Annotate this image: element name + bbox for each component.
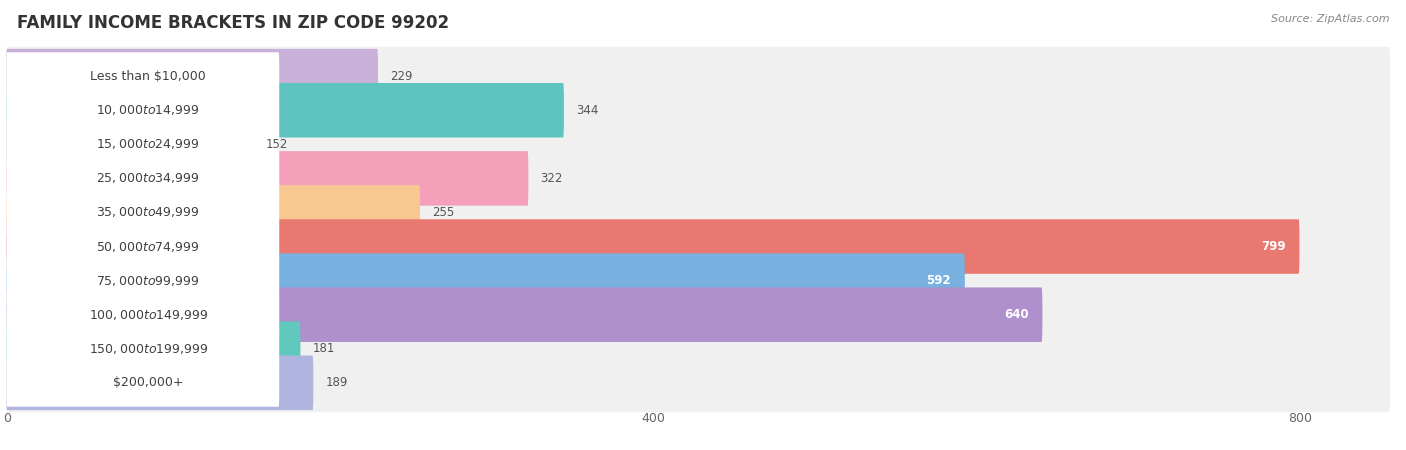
Text: 152: 152: [266, 138, 288, 151]
Text: 592: 592: [927, 274, 950, 287]
FancyBboxPatch shape: [6, 117, 253, 171]
FancyBboxPatch shape: [7, 257, 280, 305]
FancyBboxPatch shape: [6, 285, 1391, 344]
Text: FAMILY INCOME BRACKETS IN ZIP CODE 99202: FAMILY INCOME BRACKETS IN ZIP CODE 99202: [17, 14, 449, 32]
Text: 255: 255: [432, 206, 454, 219]
FancyBboxPatch shape: [6, 83, 564, 138]
FancyBboxPatch shape: [6, 185, 420, 240]
FancyBboxPatch shape: [6, 288, 1042, 342]
Text: 189: 189: [325, 376, 347, 389]
FancyBboxPatch shape: [7, 52, 280, 100]
Text: 799: 799: [1261, 240, 1285, 253]
Text: 322: 322: [540, 172, 562, 185]
Text: $10,000 to $14,999: $10,000 to $14,999: [97, 103, 200, 117]
Text: $200,000+: $200,000+: [112, 376, 184, 389]
Text: 344: 344: [576, 104, 599, 117]
FancyBboxPatch shape: [6, 217, 1391, 276]
FancyBboxPatch shape: [6, 354, 1391, 412]
FancyBboxPatch shape: [7, 291, 280, 338]
Text: Source: ZipAtlas.com: Source: ZipAtlas.com: [1271, 14, 1389, 23]
Text: $15,000 to $24,999: $15,000 to $24,999: [97, 137, 200, 151]
FancyBboxPatch shape: [7, 121, 280, 168]
FancyBboxPatch shape: [6, 47, 1391, 105]
Text: $25,000 to $34,999: $25,000 to $34,999: [97, 171, 200, 185]
Text: $35,000 to $49,999: $35,000 to $49,999: [97, 206, 200, 220]
FancyBboxPatch shape: [6, 149, 1391, 208]
FancyBboxPatch shape: [6, 151, 529, 206]
Text: Less than $10,000: Less than $10,000: [90, 70, 207, 83]
FancyBboxPatch shape: [7, 359, 280, 407]
FancyBboxPatch shape: [6, 356, 314, 410]
FancyBboxPatch shape: [6, 251, 1391, 310]
Text: 181: 181: [312, 342, 335, 355]
Text: $150,000 to $199,999: $150,000 to $199,999: [89, 342, 208, 356]
Text: $100,000 to $149,999: $100,000 to $149,999: [89, 308, 208, 322]
FancyBboxPatch shape: [6, 320, 1391, 378]
FancyBboxPatch shape: [6, 219, 1299, 274]
Text: $75,000 to $99,999: $75,000 to $99,999: [97, 274, 200, 288]
FancyBboxPatch shape: [6, 115, 1391, 174]
FancyBboxPatch shape: [7, 223, 280, 270]
FancyBboxPatch shape: [6, 49, 378, 104]
FancyBboxPatch shape: [7, 189, 280, 236]
FancyBboxPatch shape: [6, 81, 1391, 140]
Text: $50,000 to $74,999: $50,000 to $74,999: [97, 239, 200, 253]
FancyBboxPatch shape: [7, 86, 280, 134]
Text: 640: 640: [1004, 308, 1029, 321]
FancyBboxPatch shape: [7, 325, 280, 373]
FancyBboxPatch shape: [6, 253, 965, 308]
FancyBboxPatch shape: [6, 321, 301, 376]
FancyBboxPatch shape: [6, 183, 1391, 242]
FancyBboxPatch shape: [7, 154, 280, 202]
Text: 229: 229: [389, 70, 412, 83]
